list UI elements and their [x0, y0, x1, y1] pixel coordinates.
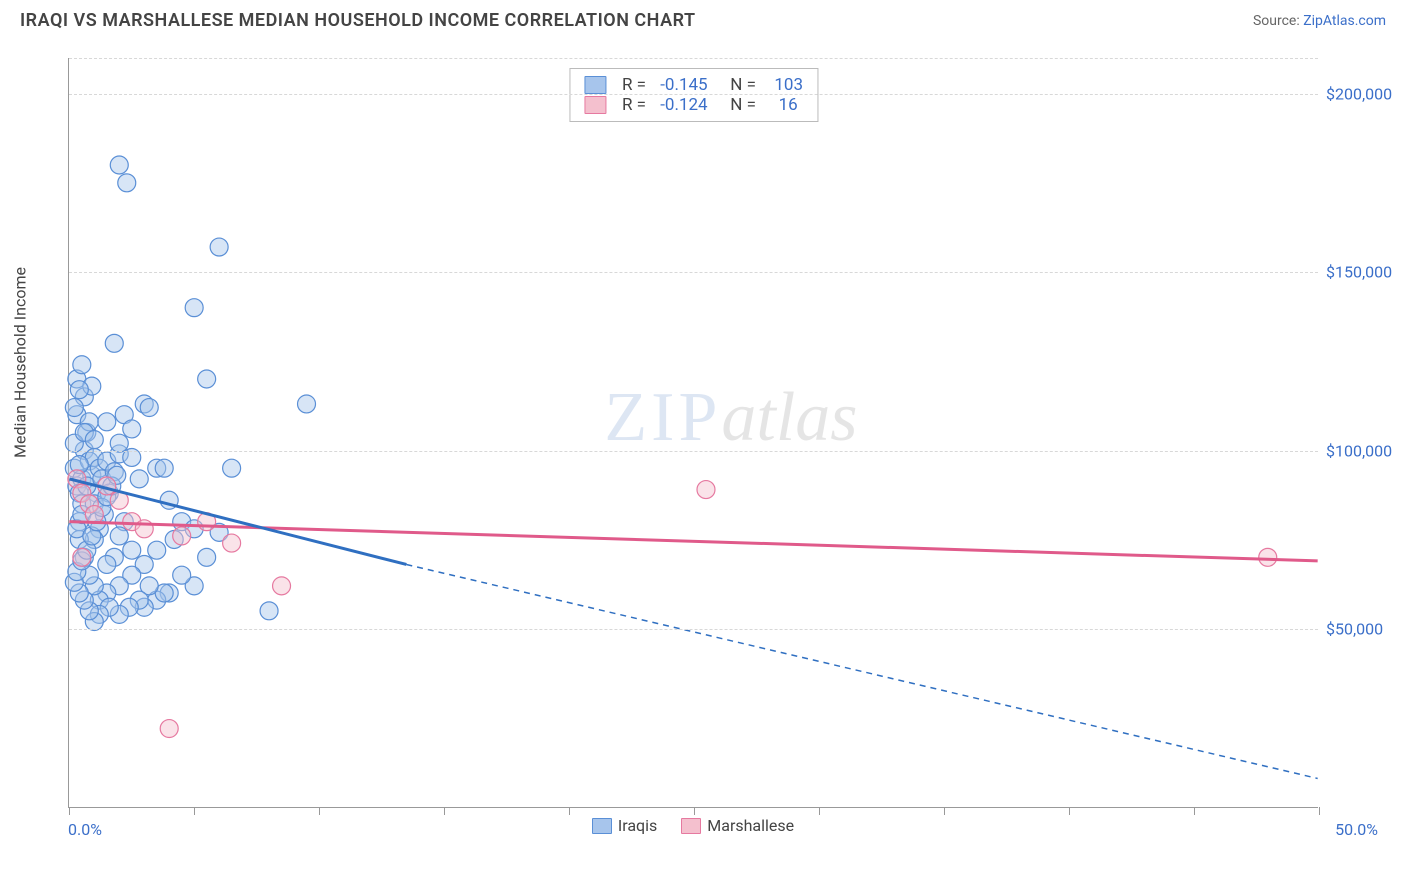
legend-swatch: [584, 76, 606, 94]
x-tick: [1069, 807, 1070, 815]
stat-r-value: -0.124: [660, 95, 707, 115]
data-point: [298, 395, 316, 413]
x-tick: [69, 807, 70, 815]
gridline: [69, 451, 1318, 452]
y-tick-label: $150,000: [1326, 263, 1392, 282]
stat-n-value: 16: [770, 95, 798, 115]
data-point: [98, 413, 116, 431]
legend-swatch: [592, 818, 612, 834]
legend-label: Iraqis: [618, 816, 657, 835]
stat-r-value: -0.145: [660, 75, 707, 95]
stat-r-label: R =: [622, 75, 650, 95]
data-point: [173, 566, 191, 584]
data-point: [110, 434, 128, 452]
legend-swatch: [681, 818, 701, 834]
data-point: [70, 381, 88, 399]
x-tick: [569, 807, 570, 815]
stat-n-label: N =: [718, 95, 761, 115]
legend-label: Marshallese: [707, 816, 794, 835]
legend-item: Iraqis: [592, 816, 657, 835]
stat-row: R = -0.124 N = 16: [584, 95, 803, 115]
x-tick: [444, 807, 445, 815]
data-point: [65, 399, 83, 417]
data-point: [260, 602, 278, 620]
x-tick: [819, 807, 820, 815]
x-tick: [1194, 807, 1195, 815]
data-point: [73, 356, 91, 374]
x-tick: [694, 807, 695, 815]
data-point: [98, 555, 116, 573]
x-tick: [319, 807, 320, 815]
source-prefix: Source:: [1253, 13, 1300, 29]
stat-r-label: R =: [622, 95, 650, 115]
x-tick: [1319, 807, 1320, 815]
gridline: [69, 272, 1318, 273]
data-point: [198, 548, 216, 566]
y-tick-label: $50,000: [1326, 620, 1383, 639]
data-point: [118, 174, 136, 192]
legend-item: Marshallese: [681, 816, 794, 835]
data-point: [210, 238, 228, 256]
y-tick-label: $200,000: [1326, 84, 1392, 103]
gridline: [69, 94, 1318, 95]
source-link[interactable]: ZipAtlas.com: [1303, 13, 1386, 29]
y-axis-label: Median Household Income: [11, 267, 30, 458]
chart-container: Median Household Income ZIPatlas R = -0.…: [20, 48, 1386, 868]
data-point: [273, 577, 291, 595]
bottom-legend: Iraqis Marshallese: [68, 816, 1318, 838]
trend-extension: [406, 564, 1317, 778]
data-point: [130, 470, 148, 488]
data-point: [223, 534, 241, 552]
data-point: [185, 299, 203, 317]
data-point: [155, 459, 173, 477]
data-point: [73, 548, 91, 566]
chart-title: IRAQI VS MARSHALLESE MEDIAN HOUSEHOLD IN…: [20, 10, 696, 31]
data-point: [173, 527, 191, 545]
gridline: [69, 58, 1318, 59]
data-point: [148, 541, 166, 559]
data-point: [140, 399, 158, 417]
plot-area: ZIPatlas R = -0.145 N = 103R = -0.124 N …: [68, 58, 1318, 808]
data-point: [105, 334, 123, 352]
source-label: Source: ZipAtlas.com: [1253, 13, 1386, 29]
plot-svg: [69, 58, 1318, 807]
data-point: [1259, 548, 1277, 566]
data-point: [110, 527, 128, 545]
data-point: [123, 420, 141, 438]
x-tick: [194, 807, 195, 815]
stats-legend: R = -0.145 N = 103R = -0.124 N = 16: [569, 68, 818, 122]
stat-n-value: 103: [770, 75, 803, 95]
data-point: [110, 156, 128, 174]
x-end-label: 50.0%: [1335, 820, 1378, 839]
data-point: [160, 720, 178, 738]
gridline: [69, 629, 1318, 630]
y-tick-label: $100,000: [1326, 441, 1392, 460]
legend-swatch: [584, 96, 606, 114]
data-point: [123, 541, 141, 559]
stat-row: R = -0.145 N = 103: [584, 75, 803, 95]
stat-n-label: N =: [718, 75, 761, 95]
x-tick: [944, 807, 945, 815]
data-point: [85, 431, 103, 449]
data-point: [198, 370, 216, 388]
data-point: [223, 459, 241, 477]
data-point: [697, 481, 715, 499]
